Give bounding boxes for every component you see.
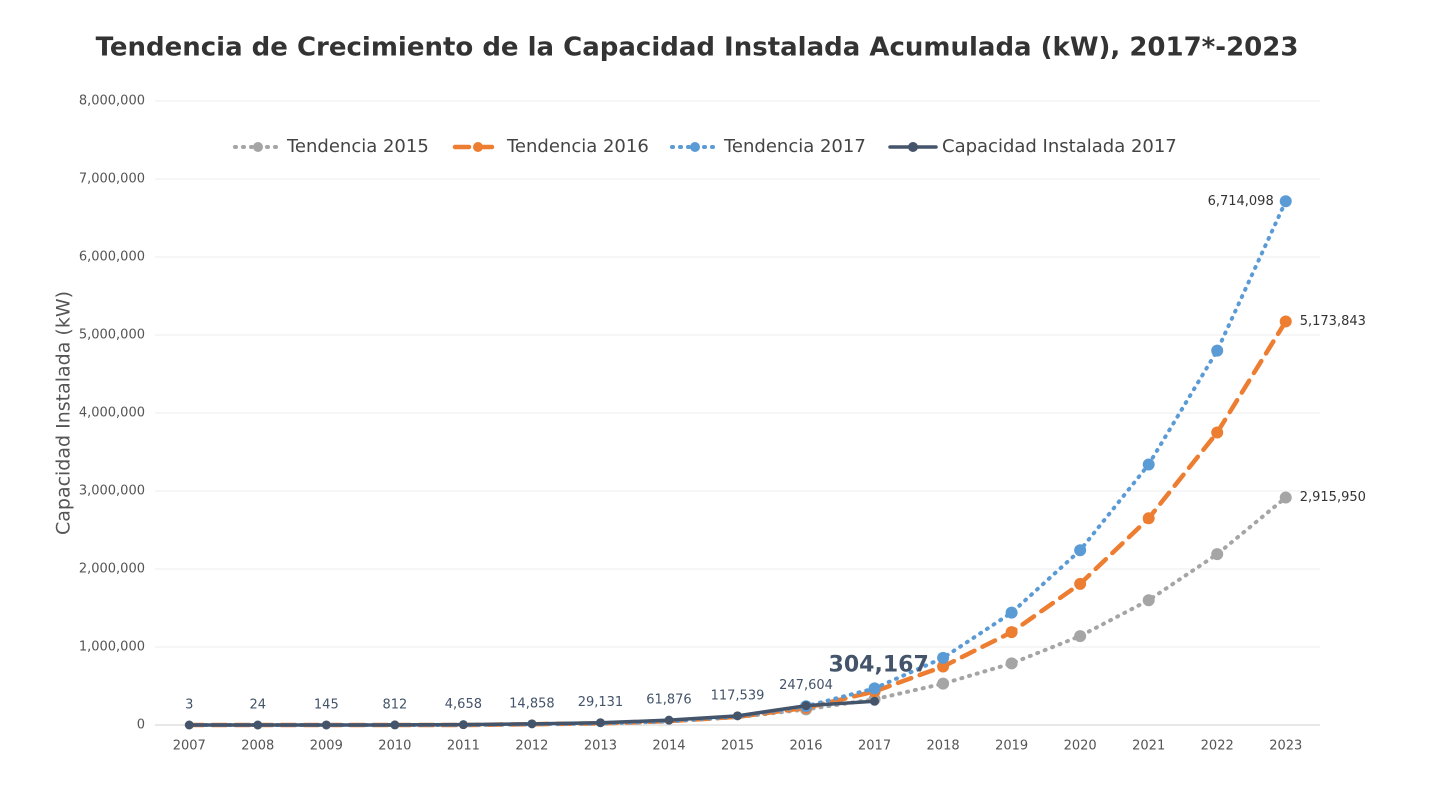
legend-label: Capacidad Instalada 2017 <box>942 136 1177 157</box>
legend-marker <box>253 142 263 152</box>
data-label: 812 <box>382 697 407 712</box>
legend-label: Tendencia 2015 <box>286 136 429 157</box>
data-point <box>1279 315 1292 328</box>
x-tick-label: 2015 <box>721 739 754 754</box>
data-point <box>1005 626 1018 639</box>
data-point <box>1279 195 1292 208</box>
data-point <box>390 720 400 730</box>
data-point <box>1005 657 1018 670</box>
data-point <box>458 720 468 730</box>
y-tick-label: 2,000,000 <box>79 562 145 577</box>
x-tick-label: 2018 <box>927 739 960 754</box>
data-point <box>937 651 950 664</box>
legend-marker <box>690 142 700 152</box>
x-tick-label: 2022 <box>1201 739 1234 754</box>
x-tick-label: 2010 <box>378 739 411 754</box>
data-point <box>1005 606 1018 619</box>
data-point <box>937 677 950 690</box>
x-tick-label: 2021 <box>1132 739 1165 754</box>
data-label: 117,539 <box>711 688 765 703</box>
data-point <box>1142 512 1155 525</box>
data-point <box>1279 491 1292 504</box>
data-point <box>870 696 880 706</box>
x-tick-label: 2017 <box>858 739 891 754</box>
y-tick-label: 3,000,000 <box>79 484 145 499</box>
data-point <box>1074 577 1087 590</box>
data-label: 14,858 <box>509 696 555 711</box>
y-tick-label: 5,000,000 <box>79 328 145 343</box>
data-label: 247,604 <box>779 678 833 693</box>
data-label: 6,714,098 <box>1208 194 1274 209</box>
x-tick-label: 2013 <box>584 739 617 754</box>
y-tick-label: 1,000,000 <box>79 640 145 655</box>
data-label: 5,173,843 <box>1300 314 1366 329</box>
x-tick-label: 2012 <box>515 739 548 754</box>
data-point <box>253 720 263 730</box>
legend-label: Tendencia 2016 <box>506 136 649 157</box>
y-tick-label: 8,000,000 <box>79 94 145 109</box>
y-tick-label: 4,000,000 <box>79 406 145 421</box>
series-line <box>187 199 1288 727</box>
x-tick-label: 2020 <box>1064 739 1097 754</box>
data-point <box>1211 548 1224 561</box>
data-label: 24 <box>250 697 267 712</box>
data-point <box>664 715 674 725</box>
y-tick-label: 7,000,000 <box>79 172 145 187</box>
data-label: 29,131 <box>578 695 624 710</box>
data-label: 145 <box>314 697 339 712</box>
y-tick-label: 6,000,000 <box>79 250 145 265</box>
data-point <box>1074 544 1087 557</box>
data-point <box>321 720 331 730</box>
chart-title: Tendencia de Crecimiento de la Capacidad… <box>96 33 1299 63</box>
data-label: 61,876 <box>646 693 692 708</box>
data-point <box>527 719 537 729</box>
x-tick-label: 2011 <box>447 739 480 754</box>
series-line <box>187 319 1288 728</box>
legend-label: Tendencia 2017 <box>723 136 866 157</box>
data-point <box>1211 426 1224 439</box>
data-point <box>733 711 742 721</box>
y-axis-label: Capacidad Instalada (kW) <box>53 291 75 535</box>
y-tick-label: 0 <box>137 718 145 733</box>
data-point <box>1142 594 1155 607</box>
data-label: 304,167 <box>829 652 929 677</box>
data-point <box>801 701 811 711</box>
data-point <box>868 682 881 695</box>
data-point <box>184 720 194 730</box>
data-label: 2,915,950 <box>1300 490 1366 505</box>
x-tick-label: 2019 <box>995 739 1028 754</box>
x-tick-label: 2007 <box>173 739 206 754</box>
data-point <box>595 718 605 728</box>
legend-marker <box>908 142 918 152</box>
data-label: 3 <box>185 697 193 712</box>
x-tick-label: 2014 <box>652 739 685 754</box>
data-label: 4,658 <box>445 697 482 712</box>
legend-marker <box>473 142 483 152</box>
data-point <box>1074 630 1087 643</box>
data-point <box>1211 344 1224 357</box>
x-tick-label: 2009 <box>310 739 343 754</box>
x-tick-label: 2008 <box>241 739 274 754</box>
data-point <box>937 660 950 673</box>
x-tick-label: 2016 <box>789 739 822 754</box>
x-tick-label: 2023 <box>1269 739 1302 754</box>
data-point <box>1142 458 1155 471</box>
